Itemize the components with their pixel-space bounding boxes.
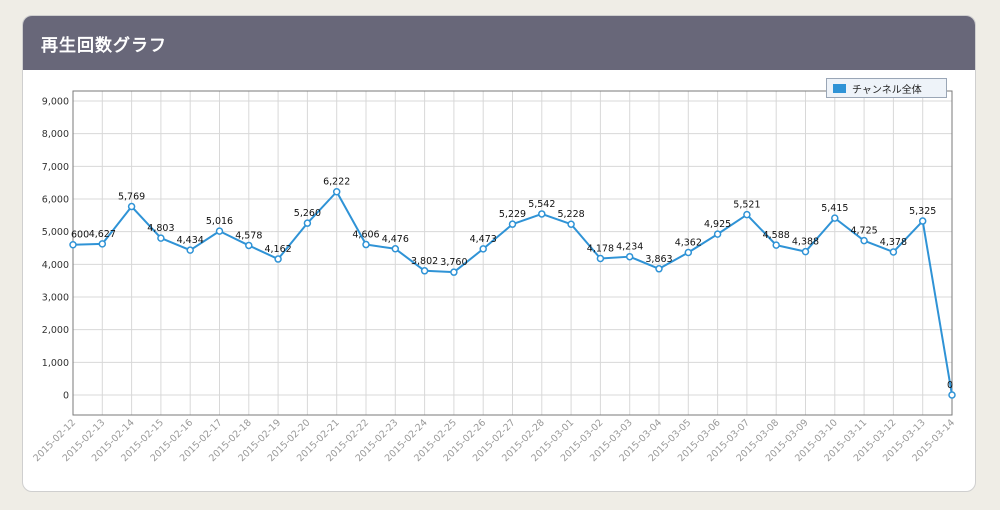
y-tick-label: 7,000 — [42, 162, 69, 173]
data-point — [713, 230, 722, 238]
data-label: 4,803 — [147, 223, 174, 234]
data-label: 4,925 — [704, 219, 731, 230]
data-point — [684, 248, 693, 257]
data-point — [918, 217, 927, 225]
data-point — [420, 267, 429, 275]
data-point — [508, 220, 517, 228]
data-label: 5,542 — [528, 199, 555, 210]
data-point — [889, 248, 898, 256]
data-label: 4,178 — [587, 244, 614, 255]
data-point — [538, 210, 546, 218]
data-label: 3,863 — [645, 254, 672, 265]
data-label: 6,222 — [323, 177, 350, 188]
data-point — [69, 240, 77, 249]
y-tick-label: 8,000 — [42, 129, 69, 140]
data-label: 4,162 — [264, 244, 291, 255]
y-tick-label: 4,000 — [42, 260, 69, 271]
data-point — [157, 234, 165, 242]
data-point — [801, 247, 810, 256]
plot-border — [72, 90, 953, 416]
data-label: 4,578 — [235, 230, 262, 241]
data-label: 4,627 — [89, 229, 116, 240]
data-point — [596, 254, 605, 263]
y-tick-label: 9,000 — [42, 97, 69, 108]
data-point — [772, 241, 780, 249]
data-label: 4,725 — [850, 226, 877, 237]
data-point — [567, 220, 575, 228]
data-point — [362, 240, 370, 249]
data-label: 4,476 — [382, 234, 409, 245]
y-tick-label: 3,000 — [42, 293, 69, 304]
data-label: 5,228 — [557, 209, 584, 220]
y-tick-label: 5,000 — [42, 227, 69, 238]
data-point — [860, 236, 868, 245]
data-label: 4,362 — [675, 238, 702, 249]
data-point — [332, 187, 341, 196]
data-point — [274, 255, 282, 263]
data-point — [186, 246, 194, 254]
y-tick-label: 2,000 — [42, 325, 69, 336]
data-label: 0 — [947, 380, 953, 391]
data-label: 4,378 — [880, 237, 907, 248]
data-label: 5,325 — [909, 206, 936, 217]
data-label: 5,769 — [118, 192, 145, 203]
data-point — [479, 245, 487, 253]
data-point — [215, 227, 224, 235]
data-label: 5,260 — [294, 208, 321, 219]
y-tick-label: 6,000 — [42, 195, 69, 206]
legend-swatch — [833, 83, 846, 93]
data-point — [948, 391, 956, 399]
data-label: 5,521 — [733, 200, 760, 211]
panel-title: 再生回数グラフ — [41, 35, 167, 56]
data-label: 5,016 — [206, 216, 233, 227]
y-tick-label: 0 — [63, 391, 69, 402]
data-point — [831, 214, 839, 222]
data-point — [127, 202, 136, 211]
legend-label: チャンネル全体 — [852, 84, 922, 96]
data-label: 4,606 — [352, 230, 379, 241]
data-point — [625, 252, 634, 261]
data-label: 4,234 — [616, 242, 643, 253]
data-label: 4,434 — [177, 235, 204, 246]
data-label: 600 — [71, 230, 89, 241]
data-label: 4,388 — [792, 237, 819, 248]
y-tick-label: 1,000 — [42, 358, 69, 369]
data-label: 5,229 — [499, 209, 526, 220]
data-point — [655, 265, 663, 273]
data-point — [245, 241, 253, 250]
data-label: 5,415 — [821, 203, 848, 214]
data-point — [98, 240, 107, 248]
data-point — [743, 210, 751, 219]
data-label: 3,802 — [411, 256, 438, 267]
data-label: 3,760 — [440, 257, 467, 268]
chart-legend: チャンネル全体 — [826, 78, 947, 98]
data-point — [391, 245, 400, 253]
data-label: 4,588 — [763, 230, 790, 241]
data-point — [303, 219, 312, 227]
panel-header: 再生回数グラフ — [23, 16, 975, 70]
data-label: 4,473 — [470, 234, 497, 245]
data-point — [450, 268, 458, 276]
